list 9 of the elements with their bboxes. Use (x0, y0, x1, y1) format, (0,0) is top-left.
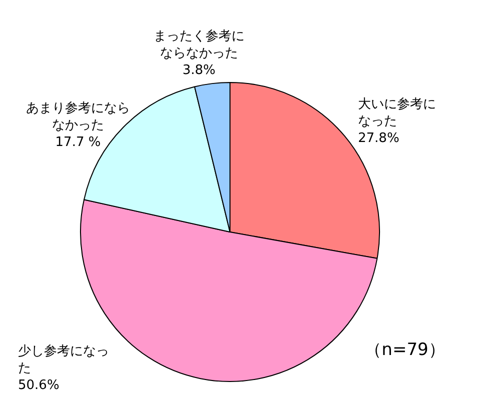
data-label: 27.8% (358, 130, 400, 146)
slice-label: まったく参考にならなかった (154, 28, 244, 61)
data-label: 17.7 % (55, 134, 101, 150)
slice-label: あまり参考にならなかった (26, 100, 130, 133)
data-label: 50.6% (18, 378, 60, 393)
slice-label: 大いに参考になった (358, 96, 436, 129)
data-label: 3.8% (182, 62, 216, 78)
text: （n=79） (364, 340, 446, 360)
slice-label: 少し参考になった (18, 344, 109, 376)
